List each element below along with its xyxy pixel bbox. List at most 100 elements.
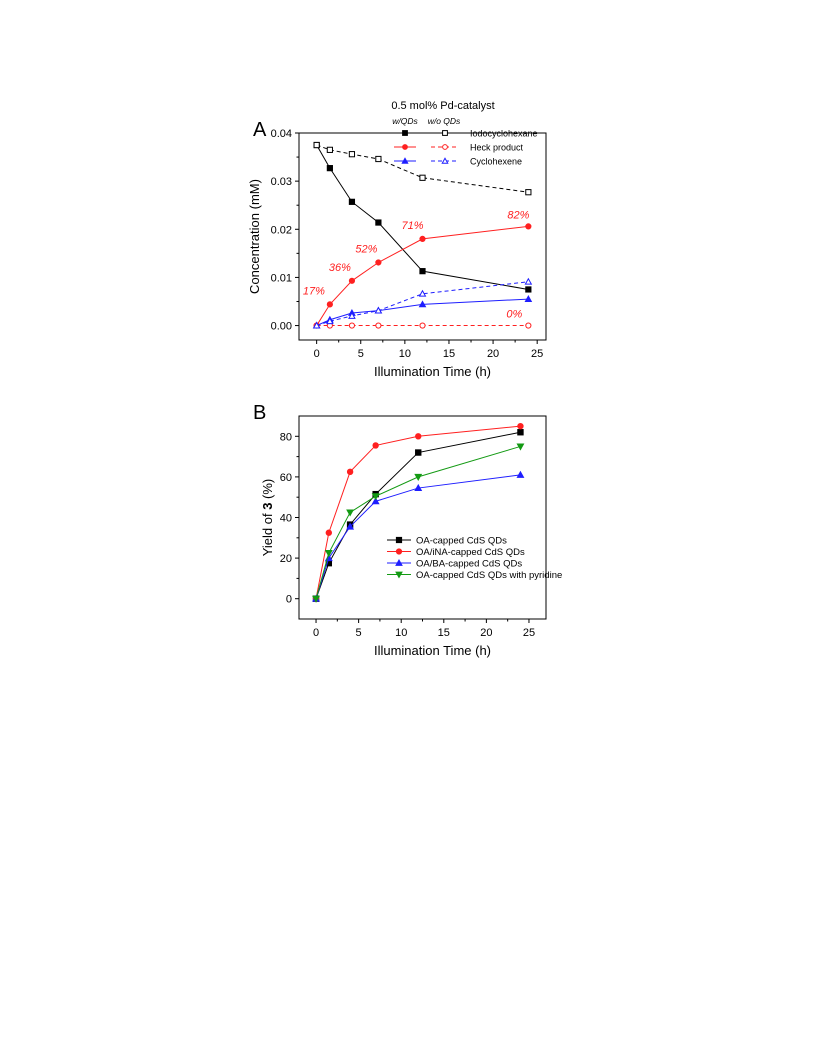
series-2-point <box>348 277 356 284</box>
series-1-point <box>419 174 426 181</box>
series-3-point <box>516 443 525 451</box>
series-2-point <box>419 235 426 243</box>
y-axis-label-part: Yield of <box>260 510 275 557</box>
y-tick-label: 0.01 <box>271 272 292 284</box>
y-axis-label: Yield of 3 (%) <box>260 479 275 557</box>
legend-label: OA/BA-capped CdS QDs <box>416 559 522 570</box>
series-5-point <box>418 289 427 297</box>
series-4-point <box>418 300 427 308</box>
panel-label: A <box>253 119 267 141</box>
series-3-point <box>419 322 426 329</box>
y-tick-label: 0.04 <box>271 128 292 140</box>
y-tick-label: 0.03 <box>271 176 292 188</box>
y-tick-label: 80 <box>280 431 292 443</box>
series-3-point <box>348 322 356 329</box>
y-tick-label: 0 <box>286 594 292 606</box>
legend-header: w/QDs <box>392 116 418 126</box>
series-1-point <box>525 189 532 196</box>
y-axis-label-part: (%) <box>260 479 275 503</box>
series-5-point <box>312 321 321 329</box>
series-0-point <box>525 286 532 293</box>
series-3-line <box>315 445 521 599</box>
series-5-point <box>348 311 356 319</box>
yield-annotation: 0% <box>506 309 522 321</box>
series-0-line <box>316 144 529 290</box>
legend-label: OA/iNA-capped CdS QDs <box>416 547 525 558</box>
legend-label: OA-capped CdS QDs with pyridine <box>416 570 562 581</box>
series-5-point <box>524 277 533 285</box>
y-tick-label: 40 <box>280 513 292 525</box>
panel-label: B <box>253 402 266 424</box>
series-2-point <box>326 301 333 308</box>
y-tick-label: 60 <box>280 472 292 484</box>
legend-label: Cyclohexene <box>470 157 522 167</box>
plot-frame <box>298 132 547 341</box>
series-3-point <box>525 322 532 329</box>
x-axis-label: Illumination Time (h) <box>374 643 491 658</box>
legend-marker <box>402 144 408 150</box>
series-3-point <box>324 550 333 558</box>
yield-annotation: 17% <box>303 285 325 297</box>
x-tick-label: 15 <box>443 348 455 360</box>
series-1-point <box>325 529 333 536</box>
series-1-point <box>517 422 524 430</box>
series-2-point <box>375 259 382 266</box>
legend-header: w/o QDs <box>428 116 461 126</box>
series-4-point <box>524 295 533 302</box>
series-0-point <box>326 165 333 172</box>
x-tick-label: 25 <box>531 348 543 360</box>
yield-annotation: 71% <box>401 220 423 232</box>
legend-marker <box>395 536 403 544</box>
series-3-point <box>371 493 380 501</box>
y-axis-label: Concentration (mM) <box>247 179 262 294</box>
y-axis-label-part: 3 <box>260 503 275 510</box>
legend-marker <box>442 130 448 136</box>
legend-marker <box>395 558 403 566</box>
legend-marker <box>395 548 403 555</box>
chart-a: 0 5 10 15 20 25 0.00 0.01 0.02 0.03 0.04 Illuminati… <box>247 100 547 379</box>
series-3-point <box>414 473 423 482</box>
chart-title: 0.5 mol% Pd-catalyst <box>391 100 494 112</box>
legend-label: OA-capped CdS QDs <box>416 536 507 547</box>
series-0-line <box>315 431 521 599</box>
x-tick-label: 20 <box>480 627 492 639</box>
series-0-point <box>348 198 356 205</box>
series-3-point <box>312 595 320 603</box>
series-1-point <box>375 155 382 163</box>
x-tick-label: 25 <box>523 627 535 639</box>
series-1-point <box>348 151 356 158</box>
series-1-point <box>313 141 320 149</box>
legend-label: Iodocyclohexane <box>470 129 538 139</box>
chart-b: 0 5 10 15 20 25 0 20 40 60 80 Illumination Time (h)… <box>253 402 562 658</box>
series-5-point <box>374 306 383 314</box>
y-tick-label: 0.00 <box>271 321 292 333</box>
legend-marker <box>442 144 448 150</box>
y-tick-label: 20 <box>280 553 292 565</box>
series-2-point <box>371 497 380 505</box>
series-5-point <box>326 317 334 325</box>
series-3-point <box>375 322 382 329</box>
series-2-line <box>316 225 529 326</box>
series-1-point <box>372 442 379 449</box>
x-tick-label: 0 <box>314 348 320 360</box>
series-0-point <box>419 268 426 275</box>
legend-marker <box>401 157 409 164</box>
series-0-point <box>517 429 524 436</box>
series-2-point <box>346 522 355 530</box>
yield-annotation: 52% <box>355 243 377 255</box>
x-tick-label: 5 <box>356 627 362 639</box>
series-1-point <box>346 468 354 476</box>
series-3-point <box>346 509 355 517</box>
x-tick-label: 5 <box>358 348 364 360</box>
series-2-point <box>525 223 532 230</box>
legend-marker <box>402 130 408 136</box>
x-tick-label: 0 <box>313 627 319 639</box>
x-tick-label: 10 <box>395 627 407 639</box>
series-0-point <box>375 219 382 226</box>
series-1-point <box>415 433 422 440</box>
y-tick-label: 0.02 <box>271 224 292 236</box>
x-tick-label: 20 <box>487 348 499 360</box>
x-tick-label: 15 <box>438 627 450 639</box>
series-1-line <box>315 425 521 599</box>
